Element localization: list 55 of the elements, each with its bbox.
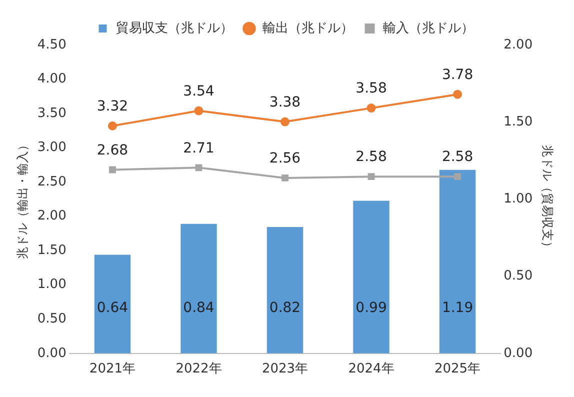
point [280,117,290,126]
data-label: 3.38 [269,94,301,110]
data-label: 0.64 [96,300,128,316]
point [109,166,116,174]
point [282,174,288,182]
data-label: 2.58 [356,149,387,166]
point [454,173,461,180]
legend-label: 輸入（兆ドル） [382,20,474,36]
legend-label: 貿易収支（兆ドル） [116,20,233,36]
x-tick-label: 2022年 [176,362,222,377]
bar [180,224,217,354]
point [366,104,376,113]
y-tick-label: 1.50 [37,242,66,258]
y-tick-label: 3.50 [37,106,66,121]
y-tick-label: 4.50 [37,37,66,52]
y-tick-label: 0.00 [37,346,66,361]
y-tick-label: 0.50 [37,312,66,327]
data-label: 3.32 [96,98,128,115]
data-label: 2.68 [96,142,128,158]
x-tick-label: 2025年 [434,362,481,377]
data-label: 3.58 [356,80,387,97]
y2-tick-label: 1.00 [504,192,533,207]
y-tick-label: 4.00 [37,72,66,87]
y-tick-label: 2.50 [37,174,66,190]
y2-tick-label: 0.50 [504,268,533,284]
data-label: 3.54 [183,83,214,100]
y-tick-label: 3.00 [37,140,66,156]
point [368,173,375,180]
y2-tick-label: 1.50 [504,114,533,130]
point [108,121,117,130]
x-tick-label: 2023年 [262,362,308,377]
y-tick-label: 2.00 [37,208,66,224]
x-tick-label: 2021年 [89,362,136,377]
bar [353,200,390,354]
bar [94,254,131,354]
legend-label: 輸出（兆ドル） [262,20,354,36]
y2-tick-label: 0.00 [504,346,533,361]
y2-axis-title: 兆ドル（貿易収支） [540,145,555,254]
point [195,164,202,172]
data-label: 2.71 [183,140,214,156]
x-tick-label: 2024年 [348,362,394,377]
y-tick-label: 1.00 [37,277,66,292]
point [194,106,204,116]
point [453,90,462,99]
data-label: 0.99 [356,300,387,316]
bar [266,226,304,354]
y-axis-title: 兆ドル（輸出・輸入） [15,139,30,260]
y2-tick-label: 2.00 [504,37,533,52]
data-label: 0.82 [269,300,301,316]
data-label: 2.58 [442,149,474,166]
data-label: 3.78 [442,66,474,83]
data-label: 2.56 [269,150,301,167]
bar [439,170,476,354]
data-label: 1.19 [442,300,474,316]
data-label: 0.84 [183,300,214,316]
